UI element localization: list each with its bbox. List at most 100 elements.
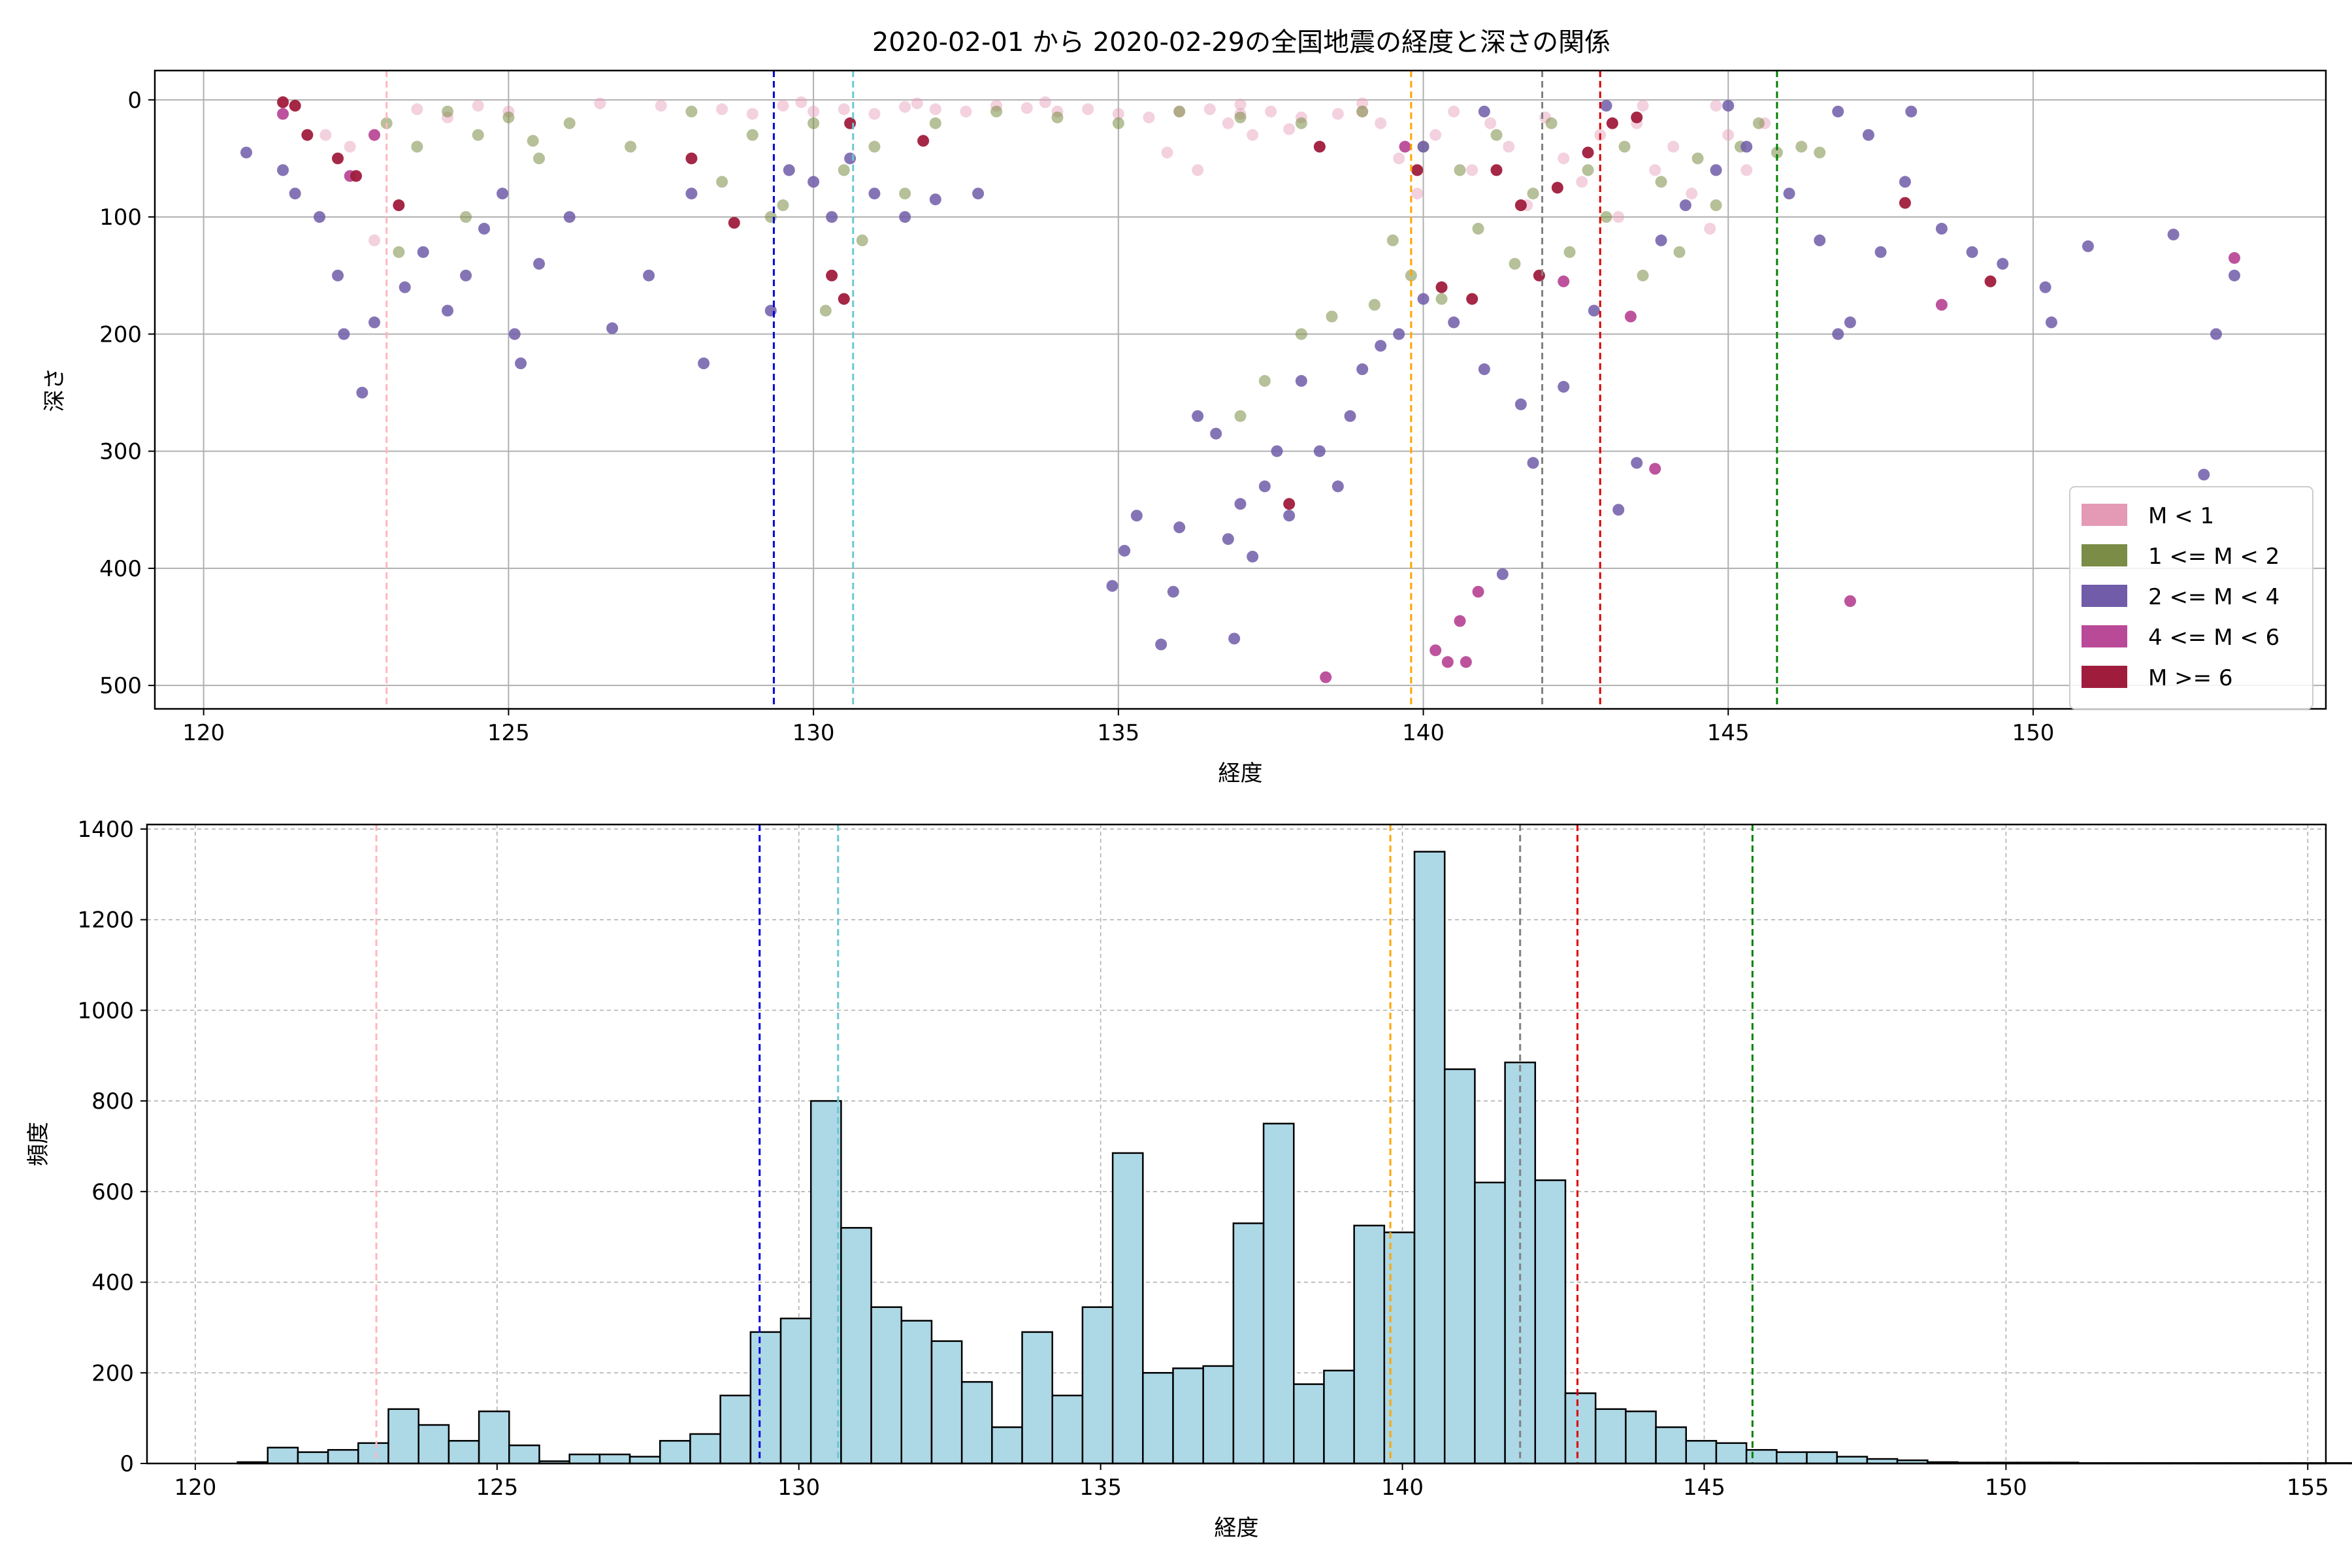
- scatter-point: [1234, 498, 1247, 510]
- scatter-point: [1192, 410, 1204, 422]
- scatter-point: [1710, 99, 1722, 112]
- scatter-point: [1527, 188, 1539, 200]
- histogram-y-tick-label: 1000: [77, 998, 134, 1024]
- scatter-point: [685, 105, 698, 118]
- scatter-point: [1435, 281, 1448, 293]
- histogram-bar: [1293, 1383, 1325, 1465]
- scatter-point: [1691, 152, 1704, 165]
- scatter-point: [301, 129, 314, 141]
- histogram-bar: [1806, 1451, 1838, 1465]
- scatter-point: [411, 103, 423, 116]
- scatter-point: [1228, 632, 1241, 645]
- histogram-x-tick-label: 135: [1079, 1475, 1122, 1501]
- scatter-y-axis-label: 深さ: [42, 368, 68, 412]
- scatter-x-tick-label: 125: [487, 720, 530, 746]
- scatter-point: [1655, 234, 1667, 246]
- scatter-point: [1752, 117, 1765, 129]
- scatter-point: [899, 188, 911, 200]
- scatter-y-tick-label: 500: [99, 673, 142, 699]
- histogram-bar: [357, 1442, 389, 1465]
- scatter-point: [838, 103, 850, 116]
- scatter-point: [1454, 164, 1466, 176]
- scatter-point: [1667, 140, 1680, 153]
- scatter-point: [368, 234, 381, 246]
- scatter-point: [1558, 381, 1570, 393]
- scatter-point: [716, 103, 728, 116]
- scatter-point: [643, 269, 655, 282]
- scatter-point: [1606, 117, 1618, 129]
- scatter-point: [685, 188, 698, 200]
- scatter-point: [515, 357, 527, 370]
- scatter-point: [1313, 140, 1326, 153]
- histogram-y-tick-label: 1200: [77, 907, 134, 934]
- scatter-point: [1686, 188, 1698, 200]
- histogram-bar: [598, 1453, 631, 1465]
- scatter-point: [625, 140, 637, 153]
- scatter-point: [472, 99, 484, 112]
- scatter-point: [417, 246, 429, 258]
- scatter-point: [917, 135, 930, 147]
- scatter-point: [1624, 310, 1637, 323]
- scatter-point: [1417, 140, 1429, 153]
- scatter-point: [1143, 111, 1155, 123]
- scatter-point: [1722, 99, 1735, 112]
- histogram-bar: [960, 1380, 993, 1465]
- scatter-point: [533, 257, 546, 270]
- scatter-point: [399, 281, 411, 293]
- scatter-frame: [154, 69, 2327, 710]
- scatter-point: [990, 105, 1003, 118]
- scatter-point: [332, 152, 344, 165]
- scatter-x-tick-label: 120: [182, 720, 225, 746]
- legend-swatch: [2082, 585, 2127, 607]
- scatter-point: [2045, 316, 2057, 329]
- histogram-bar: [1776, 1451, 1808, 1465]
- scatter-point: [1411, 164, 1424, 176]
- scatter-point: [1344, 410, 1356, 422]
- scatter-point: [1466, 164, 1478, 176]
- scatter-point: [319, 129, 332, 141]
- scatter-point: [1710, 199, 1722, 212]
- scatter-x-axis-label: 経度: [1218, 760, 1263, 787]
- histogram-bar: [327, 1448, 359, 1465]
- scatter-point: [1155, 638, 1168, 651]
- histogram-bar: [1745, 1448, 1778, 1465]
- scatter-point: [1258, 480, 1271, 493]
- scatter-point: [1533, 269, 1545, 282]
- scatter-point: [795, 96, 808, 108]
- scatter-point: [1496, 568, 1509, 580]
- scatter-point: [1795, 140, 1808, 153]
- histogram-frame: [146, 823, 2327, 1465]
- scatter-point: [240, 146, 253, 159]
- histogram-y-tick-label: 0: [120, 1451, 134, 1477]
- scatter-point: [1935, 299, 1948, 311]
- histogram-bar: [1655, 1426, 1687, 1465]
- scatter-point: [1649, 463, 1661, 475]
- scatter-point: [1326, 310, 1338, 323]
- scatter-point: [1356, 363, 1369, 376]
- scatter-point: [1021, 102, 1033, 114]
- scatter-point: [808, 117, 820, 129]
- histogram-y-tick-label: 200: [91, 1360, 134, 1386]
- histogram-bar: [448, 1440, 480, 1465]
- histogram-bar: [629, 1456, 661, 1465]
- scatter-point: [685, 152, 698, 165]
- scatter-point: [1771, 146, 1783, 159]
- histogram-bar: [478, 1410, 510, 1465]
- histogram-bar: [1232, 1222, 1265, 1465]
- scatter-point: [606, 322, 619, 335]
- scatter-point: [356, 386, 368, 399]
- histogram-bar: [870, 1306, 903, 1465]
- histogram-vertical-lines: [375, 825, 1754, 1463]
- scatter-point: [1283, 123, 1296, 135]
- scatter-point: [929, 193, 941, 206]
- scatter-point: [1984, 275, 1997, 287]
- scatter-legend: M < 1 1 <= M < 2 2 <= M < 4 4 <= M < 6 M >= …: [2069, 486, 2313, 710]
- scatter-point: [368, 316, 381, 329]
- scatter-point: [960, 105, 972, 118]
- scatter-point: [1509, 257, 1521, 270]
- scatter-point: [1393, 152, 1405, 165]
- histogram-x-tick-label: 125: [476, 1475, 518, 1501]
- scatter-point: [1935, 223, 1948, 235]
- scatter-point: [1478, 363, 1490, 376]
- scatter-point: [1899, 197, 1911, 209]
